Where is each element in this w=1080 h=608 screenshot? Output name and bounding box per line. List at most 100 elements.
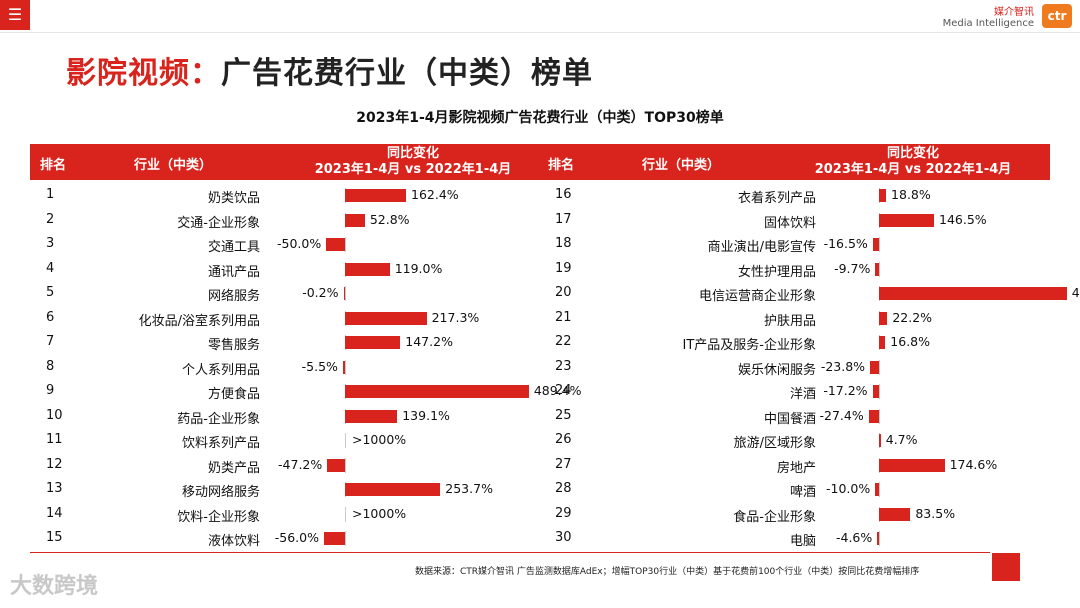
row-rank: 27	[555, 456, 572, 472]
zero-line	[345, 237, 346, 252]
row-rank: 13	[46, 481, 63, 496]
bar-data-label: -23.8%	[820, 358, 866, 374]
bar-data-label: 162.4%	[411, 187, 459, 202]
bar	[345, 336, 401, 349]
bar-data-label: -47.2%	[278, 456, 323, 472]
bar	[345, 213, 365, 227]
bar-data-label: -5.5%	[301, 358, 338, 374]
row-industry: 药品-企业形象	[177, 411, 260, 427]
row-rank: 2	[46, 211, 55, 227]
bar	[875, 483, 879, 496]
row-industry: 啤酒	[789, 485, 816, 500]
header-industry: 行业（中类）	[134, 158, 213, 173]
header-change: 同比变化 2023年1-4月 vs 2022年1-4月	[808, 146, 1018, 178]
header-change-line1: 同比变化	[386, 146, 439, 161]
row-industry: 娱乐休闲服务	[737, 362, 816, 378]
bar-data-label: 139.1%	[402, 407, 450, 423]
row-rank: 30	[555, 530, 572, 545]
row-industry: 电信运营商企业形象	[698, 289, 816, 304]
row-industry: 移动网络服务	[181, 485, 260, 500]
bar-data-label: 147.2%	[405, 334, 453, 349]
bar-data-label: 253.7%	[445, 481, 493, 496]
bar-data-label: -17.2%	[823, 383, 868, 398]
row-rank: 5	[46, 285, 55, 300]
row-rank: 11	[46, 432, 63, 447]
table-header-left: 排名 行业（中类） 同比变化 2023年1-4月 vs 2022年1-4月	[30, 144, 540, 180]
row-industry: 商业演出/电影宣传	[707, 240, 816, 255]
row-industry: 女性护理用品	[737, 264, 816, 280]
bar	[345, 311, 427, 325]
row-industry: 护肤用品	[763, 313, 816, 329]
bar	[345, 483, 441, 496]
zero-line	[345, 457, 346, 473]
zero-line	[345, 433, 346, 448]
header-change-line2: 2023年1-4月 vs 2022年1-4月	[814, 162, 1012, 177]
row-rank: 19	[555, 260, 572, 276]
row-rank: 4	[46, 260, 55, 276]
row-industry: 交通工具	[207, 240, 260, 255]
zero-line	[345, 506, 346, 522]
row-rank: 3	[46, 236, 55, 251]
row-rank: 7	[46, 334, 55, 349]
bar	[879, 189, 887, 202]
row-industry: 房地产	[776, 460, 816, 476]
row-rank: 23	[555, 358, 572, 374]
bar-data-label: -27.4%	[819, 407, 864, 423]
brand-text: 媒介智讯 Media Intelligence	[943, 7, 1034, 29]
bar	[870, 360, 879, 374]
row-rank: 21	[555, 309, 572, 325]
bar-data-label: 22.2%	[892, 309, 933, 325]
bar-data-label: -4.6%	[836, 530, 873, 545]
bar-data-label: 83.5%	[915, 505, 956, 521]
row-rank: 9	[46, 383, 55, 398]
bar	[326, 238, 345, 251]
row-rank: 22	[555, 334, 572, 349]
bar	[345, 385, 529, 398]
page-title-accent: 影院视频：	[66, 56, 221, 91]
chart-title: 2023年1-4月影院视频广告花费行业（中类）TOP30榜单	[356, 110, 724, 126]
bar-data-label: >1000%	[352, 505, 407, 521]
row-industry: 衣着系列产品	[737, 191, 816, 206]
bar-data-label: 18.8%	[891, 187, 931, 202]
row-rank: 12	[46, 456, 63, 472]
bar	[879, 458, 945, 472]
row-rank: 17	[555, 211, 572, 227]
row-rank: 14	[46, 505, 63, 521]
row-rank: 10	[46, 407, 63, 423]
row-rank: 15	[46, 530, 63, 545]
zero-line	[879, 261, 880, 277]
bar-data-label: -10.0%	[826, 481, 871, 496]
header-rank: 排名	[548, 158, 575, 173]
header-change-line1: 同比变化	[886, 146, 939, 161]
bar-data-label: 146.5%	[939, 211, 987, 227]
bar	[345, 262, 390, 276]
bar-data-label: 217.3%	[431, 309, 480, 325]
row-industry: 电脑	[789, 534, 816, 549]
row-industry: 奶类饮品	[207, 191, 260, 206]
bar-data-label: 16.8%	[890, 334, 931, 349]
bar-data-label: 174.6%	[949, 456, 998, 472]
bar	[875, 262, 879, 276]
row-rank: 26	[555, 432, 572, 447]
header-rank: 排名	[40, 158, 67, 173]
row-industry: 液体饮料	[207, 534, 260, 549]
bar-data-label: -9.7%	[834, 260, 871, 276]
bar	[872, 238, 879, 251]
row-industry: 饮料系列产品	[181, 436, 260, 451]
row-industry: 通讯产品	[207, 264, 260, 280]
header-industry: 行业（中类）	[642, 158, 721, 173]
bar-data-label: -16.5%	[823, 236, 868, 251]
zero-line	[345, 286, 346, 301]
bar	[868, 409, 879, 423]
footer-divider	[30, 552, 990, 553]
bar	[343, 287, 345, 300]
row-rank: 16	[555, 187, 572, 202]
bar	[877, 532, 879, 545]
row-industry: 饮料-企业形象	[177, 509, 260, 525]
menu-icon[interactable]: ☰	[0, 0, 30, 30]
bar	[879, 213, 935, 227]
row-rank: 25	[555, 407, 572, 423]
bar-data-label: -50.0%	[277, 236, 322, 251]
row-rank: 20	[555, 285, 572, 300]
brand-cn: 媒介智讯	[994, 7, 1034, 18]
